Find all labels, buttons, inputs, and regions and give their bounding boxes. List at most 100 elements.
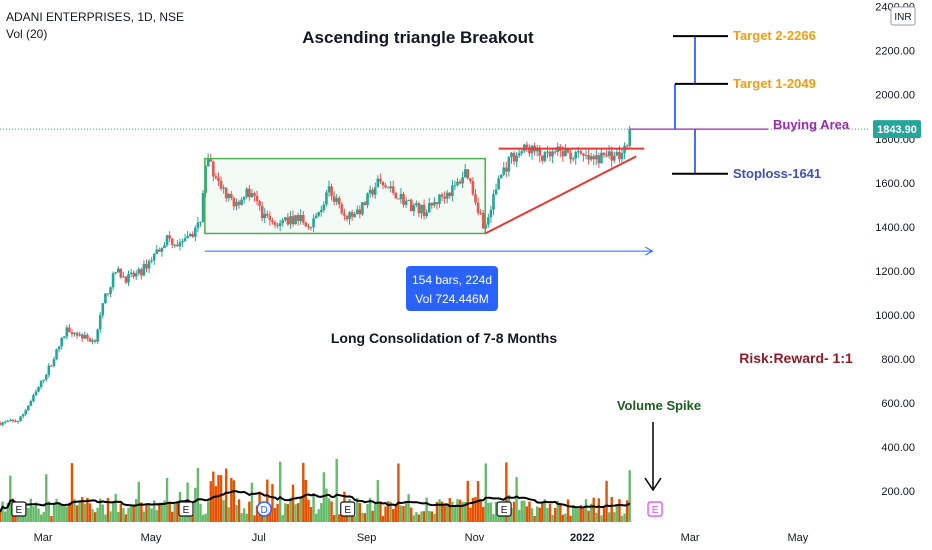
candle-body [278,223,282,227]
candle-body [487,217,490,225]
candle-body [271,220,274,223]
candle-body [615,151,619,156]
candle-body [219,180,223,189]
candle-body [62,336,66,338]
candle-body [553,151,557,153]
volume-bar [525,506,529,522]
volume-bar [535,506,539,522]
candle-body [600,152,603,164]
candle-body [209,159,213,162]
volume-bar [45,474,48,522]
candle-body [93,340,97,342]
volume-bar [163,500,166,522]
candle-body [594,155,598,160]
volume-bar [420,511,423,522]
candle-body [188,233,192,236]
volume-bar [628,470,631,522]
volume-bar [379,501,382,522]
volume-bar [600,515,603,522]
earnings-marker [11,501,27,517]
volume-bar [117,512,120,522]
candle-body [327,186,331,193]
candle-body [625,145,629,147]
candle-body [155,249,159,254]
candle-body [479,212,482,214]
candle-body [116,268,120,273]
dividend-marker-label: D [261,505,268,516]
candle-body [8,420,12,422]
volume-bar [158,502,161,522]
candle-body [37,387,40,392]
candle-body [589,156,593,160]
volume-bar [392,508,395,522]
volume-bar [253,515,256,522]
volume-bar [430,511,433,522]
candle-body [250,193,254,198]
volume-bar [620,516,624,522]
volume-bar [191,515,194,522]
volume-bar [50,516,53,522]
candle-body [368,189,372,194]
candlesticks [0,125,632,427]
volume-bar [458,499,462,522]
volume-bar [538,507,541,522]
volume-spike-annotation: Volume Spike [617,398,701,413]
candle-body [24,410,28,415]
volume-bar [132,505,135,522]
candle-body [497,178,500,190]
candle-body [109,287,112,294]
candle-body [481,212,485,229]
candle-body [57,346,61,350]
volume-bar [93,512,97,522]
candle-body [499,174,503,179]
volume-bar [482,506,485,522]
candle-body [309,226,313,228]
candle-body [276,224,279,227]
volume-bar [592,497,595,522]
volume-bar [60,505,63,522]
candle-body [91,340,94,342]
x-tick-label: Jul [252,532,266,544]
candle-body [230,194,233,198]
candle-body [224,187,228,199]
volume-bar [589,503,593,522]
volume-bar [327,498,331,522]
candle-body [384,185,387,188]
candle-body [440,194,444,197]
last-price-tag [873,120,921,139]
candle-body [39,380,43,388]
volume-bar [111,501,115,522]
candle-body [535,148,539,152]
volume-bar [530,508,534,522]
volume-bar [227,507,230,522]
candle-body [222,187,225,189]
candle-body [307,226,310,228]
candle-body [340,204,344,214]
volume-bar [623,513,626,522]
candle-body [355,209,359,215]
y-tick-label: 2000.00 [875,90,915,102]
candle-body [299,215,303,222]
candle-body [391,186,395,193]
candle-body [376,178,380,188]
volume-bar [1,501,4,522]
volume-bar [553,507,557,522]
y-tick-label: 1600.00 [875,178,915,190]
candle-body [425,212,428,216]
volume-bar [492,514,495,522]
currency-badge[interactable]: INR [894,12,911,23]
volume-bar [129,505,133,522]
currency-badge-box[interactable] [890,6,916,26]
volume-bar [199,503,202,522]
candle-body [258,201,261,206]
volume-bar [448,498,451,522]
candle-body [129,272,133,275]
candle-body [417,203,421,214]
candle-body [345,215,349,220]
volume-bar [358,503,362,522]
volume-bar [453,506,457,522]
candle-body [29,400,33,406]
candle-body [561,150,565,157]
y-tick-label: 1000.00 [875,310,915,322]
